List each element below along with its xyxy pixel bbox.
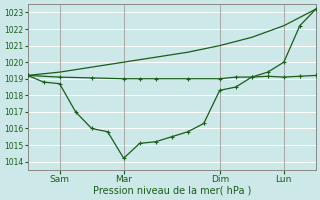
X-axis label: Pression niveau de la mer( hPa ): Pression niveau de la mer( hPa ) xyxy=(92,186,251,196)
